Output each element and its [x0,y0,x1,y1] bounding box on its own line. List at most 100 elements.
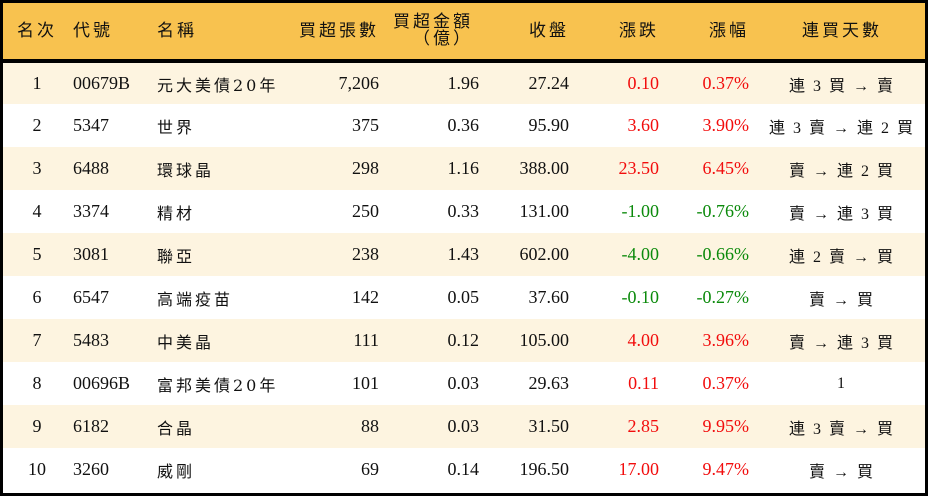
net-buy-ranking-table: 名次 代號 名稱 買超張數 買超金額 （億） 收盤 漲跌 漲幅 連買天數 1 00… [3,3,925,491]
net-buy-amount-cell: 1.16 [447,158,480,178]
code-cell: 3081 [73,244,109,264]
table-row: 1 00679B 元大美債20年 7,206 1.96 27.24 0.10 0.37% 連 3… [3,61,925,104]
change-cell: 23.50 [618,158,660,178]
close-cell: 105.00 [519,330,570,350]
rank-cell: 8 [32,373,42,393]
net-buy-amount-cell: 0.03 [447,373,480,393]
header-name: 名稱 [149,3,299,63]
change-cell: -1.00 [621,201,660,221]
change-cell: 0.11 [628,373,659,393]
change-pct-cell: 0.37% [702,373,750,393]
close-cell: 29.63 [528,373,570,393]
change-cell: -0.10 [621,287,660,307]
header-net-buy-amount-line2: （億） [413,29,473,49]
change-cell: 0.10 [627,73,660,93]
header-net-buy-lots: 買超張數 [299,3,379,63]
table-row: 3 6488 環球晶 298 1.16 388.00 23.50 6.45% 賣 → 連 2 買 [3,147,925,190]
name-cell: 聯亞 [157,246,196,266]
change-cell: -4.00 [621,244,660,264]
consecutive-days-cell: 賣 → 買 [808,291,875,309]
rank-cell: 1 [32,73,42,93]
header-net-buy-amount-line1: 買超金額 [393,12,473,32]
change-cell: 17.00 [618,459,660,479]
header-rank: 名次 [3,3,65,63]
consecutive-days-cell: 連 3 賣 → 買 [788,420,895,438]
header-change: 漲跌 [569,3,659,63]
change-pct-cell: 3.90% [702,115,750,135]
name-cell: 合晶 [157,418,196,438]
net-buy-amount-cell: 0.03 [447,416,480,436]
name-cell: 精材 [157,203,196,223]
name-cell: 世界 [157,117,196,137]
net-buy-lots-cell: 101 [352,373,379,393]
code-cell: 6488 [73,158,109,178]
table-body: 1 00679B 元大美債20年 7,206 1.96 27.24 0.10 0.37% 連 3… [3,61,925,491]
name-cell: 威剛 [157,461,196,481]
name-cell: 環球晶 [157,160,215,180]
net-buy-lots-cell: 142 [352,287,379,307]
rank-cell: 10 [28,459,46,479]
rank-cell: 4 [32,201,42,221]
change-pct-cell: 9.47% [702,459,750,479]
net-buy-lots-cell: 375 [352,115,379,135]
consecutive-days-cell: 1 [837,374,847,392]
change-pct-cell: 6.45% [702,158,750,178]
net-buy-amount-cell: 0.33 [447,201,480,221]
header-close: 收盤 [479,3,569,63]
change-pct-cell: 0.37% [702,73,750,93]
name-cell: 中美晶 [157,332,215,352]
code-cell: 3260 [73,459,109,479]
code-cell: 5347 [73,115,109,135]
change-cell: 3.60 [627,115,660,135]
consecutive-days-cell: 賣 → 連 3 買 [788,205,895,223]
code-cell: 3374 [73,201,109,221]
change-pct-cell: -0.66% [696,244,750,264]
change-cell: 2.85 [627,416,660,436]
close-cell: 27.24 [528,73,570,93]
close-cell: 602.00 [519,244,570,264]
name-cell: 元大美債20年 [157,75,279,95]
net-buy-amount-cell: 0.12 [447,330,480,350]
name-cell: 高端疫苗 [157,289,234,309]
close-cell: 31.50 [528,416,570,436]
net-buy-lots-cell: 238 [352,244,379,264]
rank-cell: 9 [32,416,42,436]
consecutive-days-cell: 賣 → 買 [808,463,875,481]
header-code: 代號 [65,3,149,63]
table-row: 2 5347 世界 375 0.36 95.90 3.60 3.90% 連 3 賣 → 連 2 … [3,104,925,147]
code-cell: 6547 [73,287,109,307]
header-consecutive-days: 連買天數 [749,3,925,63]
close-cell: 196.50 [519,459,570,479]
net-buy-amount-cell: 0.36 [447,115,480,135]
table-row: 7 5483 中美晶 111 0.12 105.00 4.00 3.96% 賣 → 連 3 買 [3,319,925,362]
net-buy-amount-cell: 0.14 [447,459,480,479]
rank-cell: 6 [32,287,42,307]
consecutive-days-cell: 連 2 賣 → 買 [788,248,895,266]
consecutive-days-cell: 賣 → 連 2 買 [788,162,895,180]
change-pct-cell: 3.96% [702,330,750,350]
consecutive-days-cell: 賣 → 連 3 買 [788,334,895,352]
header-row: 名次 代號 名稱 買超張數 買超金額 （億） 收盤 漲跌 漲幅 連買天數 [3,3,925,63]
net-buy-lots-cell: 88 [361,416,379,436]
header-change-pct: 漲幅 [659,3,749,63]
net-buy-lots-cell: 298 [352,158,379,178]
consecutive-days-cell: 連 3 買 → 賣 [788,77,895,95]
net-buy-amount-cell: 0.05 [447,287,480,307]
table-row: 9 6182 合晶 88 0.03 31.50 2.85 9.95% 連 3 賣 → 買 [3,405,925,448]
code-cell: 6182 [73,416,109,436]
code-cell: 5483 [73,330,109,350]
change-pct-cell: -0.76% [696,201,750,221]
code-cell: 00696B [73,373,131,393]
rank-cell: 5 [32,244,42,264]
code-cell: 00679B [73,73,131,93]
header-net-buy-amount: 買超金額 （億） [379,3,479,63]
table-row: 10 3260 威剛 69 0.14 196.50 17.00 9.47% 賣 → 買 [3,448,925,491]
table-row: 5 3081 聯亞 238 1.43 602.00 -4.00 -0.66% 連 2 賣 → 買 [3,233,925,276]
close-cell: 37.60 [528,287,570,307]
name-cell: 富邦美債20年 [157,375,279,395]
rank-cell: 7 [32,330,42,350]
rank-cell: 3 [32,158,42,178]
table-header: 名次 代號 名稱 買超張數 買超金額 （億） 收盤 漲跌 漲幅 連買天數 [3,3,925,63]
change-pct-cell: -0.27% [696,287,750,307]
